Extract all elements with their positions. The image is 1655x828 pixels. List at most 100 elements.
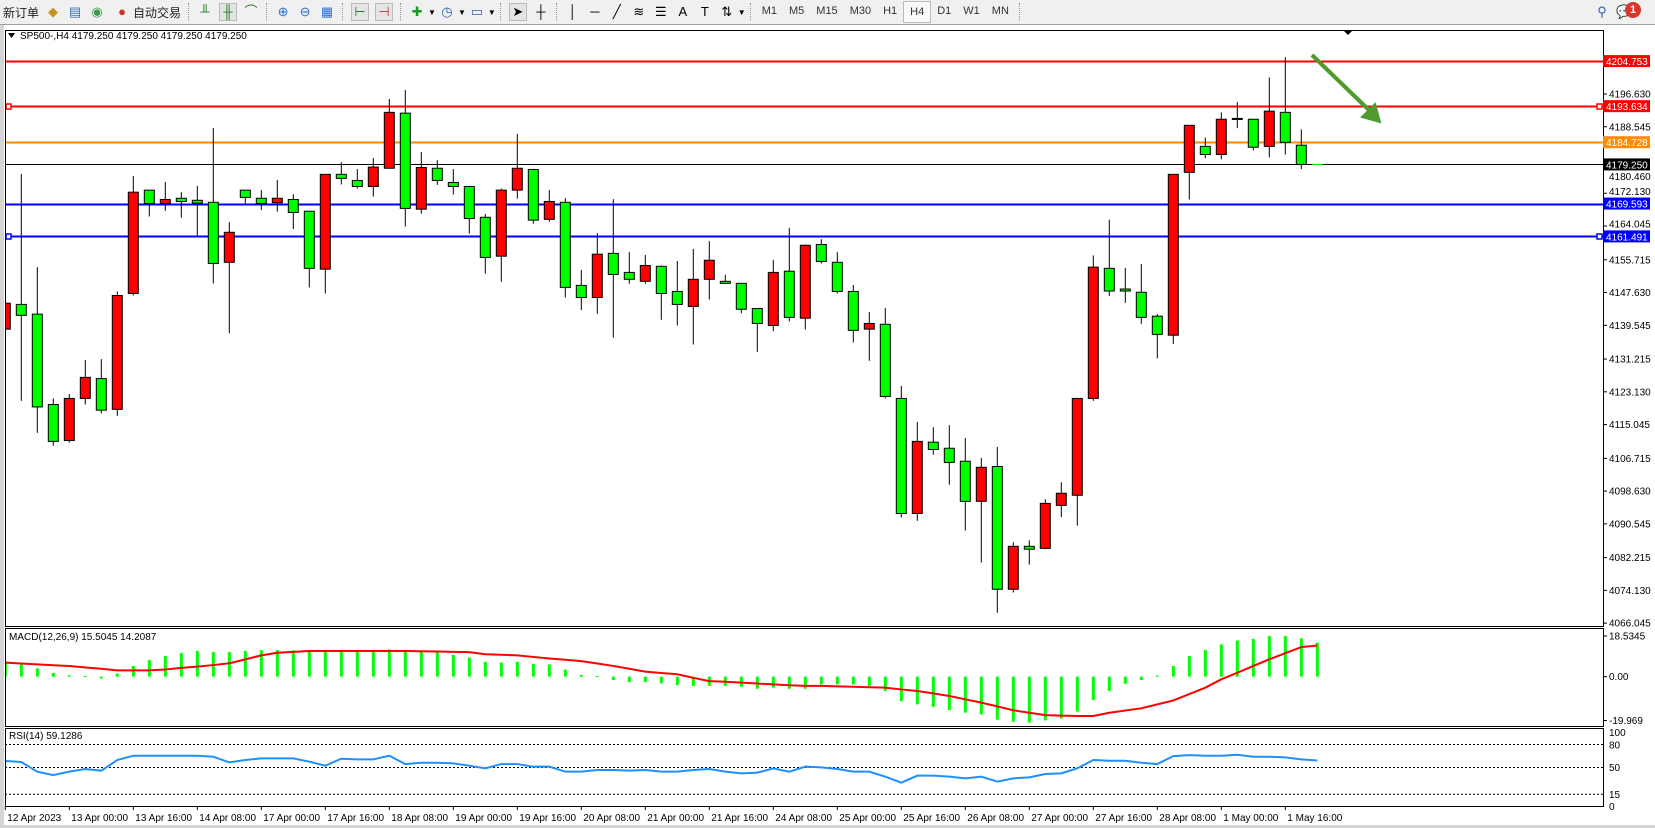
timeframe-m5[interactable]: M5: [789, 5, 805, 17]
search-icon[interactable]: ⚲: [1597, 4, 1607, 19]
candle-body: [207, 201, 219, 264]
candle: [335, 162, 347, 185]
candle: [1135, 263, 1147, 324]
candle: [159, 182, 171, 211]
time-axis-label: 26 Apr 08:00: [967, 813, 1024, 824]
line-anchor-handle: [5, 103, 12, 110]
candle-body: [687, 278, 699, 307]
bar-chart-icon[interactable]: ╨: [200, 4, 210, 19]
zoom-in-icon[interactable]: ⊕: [277, 4, 289, 19]
candle-body: [15, 303, 27, 316]
candle-body: [511, 167, 523, 191]
timeframe-mn[interactable]: MN: [991, 5, 1009, 17]
tile-windows-icon[interactable]: ▦: [320, 4, 334, 19]
macd-histogram-bar: [115, 673, 119, 677]
candle: [383, 98, 395, 169]
notification-badge[interactable]: 1: [1625, 2, 1641, 18]
timeframe-h4[interactable]: H4: [903, 1, 932, 23]
candle: [943, 425, 955, 485]
chart-shift-marker-icon[interactable]: [1343, 30, 1353, 35]
new-order-label: 新订单: [3, 5, 40, 20]
candle-body: [671, 290, 683, 305]
rsi-axis-label: 50: [1609, 763, 1621, 774]
candle-body: [959, 460, 971, 502]
candle-body: [63, 397, 75, 442]
candle: [543, 190, 555, 222]
auto-scroll-icon[interactable]: ⊢: [351, 3, 370, 21]
candle-body: [1263, 110, 1275, 147]
time-axis-label: 1 May 16:00: [1287, 813, 1342, 824]
candle-body: [815, 243, 827, 262]
trendline-icon[interactable]: ╱: [612, 4, 621, 19]
price-line-label: 4161.491: [1606, 232, 1648, 243]
candle: [79, 359, 91, 405]
macd-histogram-bar: [1187, 656, 1191, 677]
time-axis-label: 24 Apr 08:00: [775, 813, 832, 824]
price-tick-label: 4066.045: [1609, 619, 1651, 630]
candle-body: [47, 404, 59, 442]
cursor-icon[interactable]: ➤: [508, 3, 527, 21]
macd-axis-label: 18.5345: [1609, 631, 1646, 642]
time-axis-label: 21 Apr 16:00: [711, 813, 768, 824]
chart-shift-icon[interactable]: ⊣: [375, 3, 394, 21]
periods-icon[interactable]: ◷: [441, 4, 453, 19]
separator: [749, 3, 752, 21]
candle-body: [1071, 397, 1083, 496]
macd-histogram-bar: [435, 651, 439, 677]
dropdown-caret-icon[interactable]: ▼: [487, 7, 496, 17]
candle-chart-icon[interactable]: ╫: [219, 3, 238, 21]
candle-body: [847, 290, 859, 331]
chart-title-caret-icon[interactable]: [8, 33, 15, 38]
macd-histogram-bar: [691, 676, 695, 686]
candle-body: [431, 167, 443, 181]
timeframe-h1[interactable]: H1: [883, 5, 898, 17]
candle: [1071, 397, 1083, 526]
dropdown-caret-icon[interactable]: ▼: [737, 7, 746, 17]
macd-signal-line: [5, 644, 1318, 718]
rsi-axis-label: 100: [1609, 728, 1626, 739]
price-line-label: 4204.753: [1606, 57, 1648, 68]
dropdown-caret-icon[interactable]: ▼: [428, 7, 436, 17]
vertical-line-icon[interactable]: │: [568, 4, 577, 19]
macd-histogram-bar: [643, 676, 647, 682]
market-watch-icon[interactable]: ◆: [48, 4, 59, 19]
candle-body: [1135, 291, 1147, 318]
fibonacci-icon[interactable]: ≋: [633, 4, 645, 19]
indicators-icon[interactable]: ✚: [411, 4, 423, 19]
crosshair-icon[interactable]: ┼: [536, 4, 546, 19]
candle: [735, 282, 747, 314]
text-label-icon[interactable]: T: [700, 4, 709, 19]
auto-trading-button[interactable]: ● 自动交易: [108, 1, 184, 23]
timeframe-bar: M1 M5 M15 M30 H1 H4 D1 W1 MN: [756, 1, 1015, 23]
candle: [591, 233, 603, 314]
timeframe-w1[interactable]: W1: [963, 5, 980, 17]
candle-body: [975, 466, 987, 502]
zoom-out-icon[interactable]: ⊖: [299, 4, 311, 19]
timeframe-m15[interactable]: M15: [816, 5, 838, 17]
text-icon[interactable]: A: [678, 4, 688, 19]
candle-body: [559, 201, 571, 288]
macd-histogram-bar: [659, 676, 663, 684]
signals-icon[interactable]: ◉: [91, 4, 103, 19]
time-axis-label: 19 Apr 00:00: [455, 813, 512, 824]
chart-title: SP500-,H4 4179.250 4179.250 4179.250 417…: [20, 31, 247, 42]
arrows-icon[interactable]: ⇅: [721, 4, 733, 19]
timeframe-d1[interactable]: D1: [937, 5, 952, 17]
navigator-icon[interactable]: ▤: [68, 4, 82, 19]
timeframe-m30[interactable]: M30: [849, 5, 872, 17]
macd-histogram-bar: [1043, 676, 1047, 721]
price-line-label: 4179.250: [1606, 160, 1648, 171]
line-chart-icon[interactable]: ⌒: [244, 4, 258, 19]
horizontal-line-icon[interactable]: ─: [590, 4, 600, 19]
price-tick-label: 4180.460: [1609, 172, 1651, 183]
dropdown-caret-icon[interactable]: ▼: [457, 7, 466, 17]
fibo-fan-icon[interactable]: ☰: [654, 4, 667, 19]
candle: [223, 222, 235, 334]
new-order-button[interactable]: 新订单: [0, 1, 42, 23]
macd-histogram-bar: [483, 661, 487, 677]
templates-icon[interactable]: ▭: [470, 4, 484, 19]
timeframe-m1[interactable]: M1: [761, 5, 777, 17]
axes: 4204.753 4193.634 4184.728 4179.250 4169.593…: [0, 30, 1655, 828]
candle: [191, 186, 203, 236]
